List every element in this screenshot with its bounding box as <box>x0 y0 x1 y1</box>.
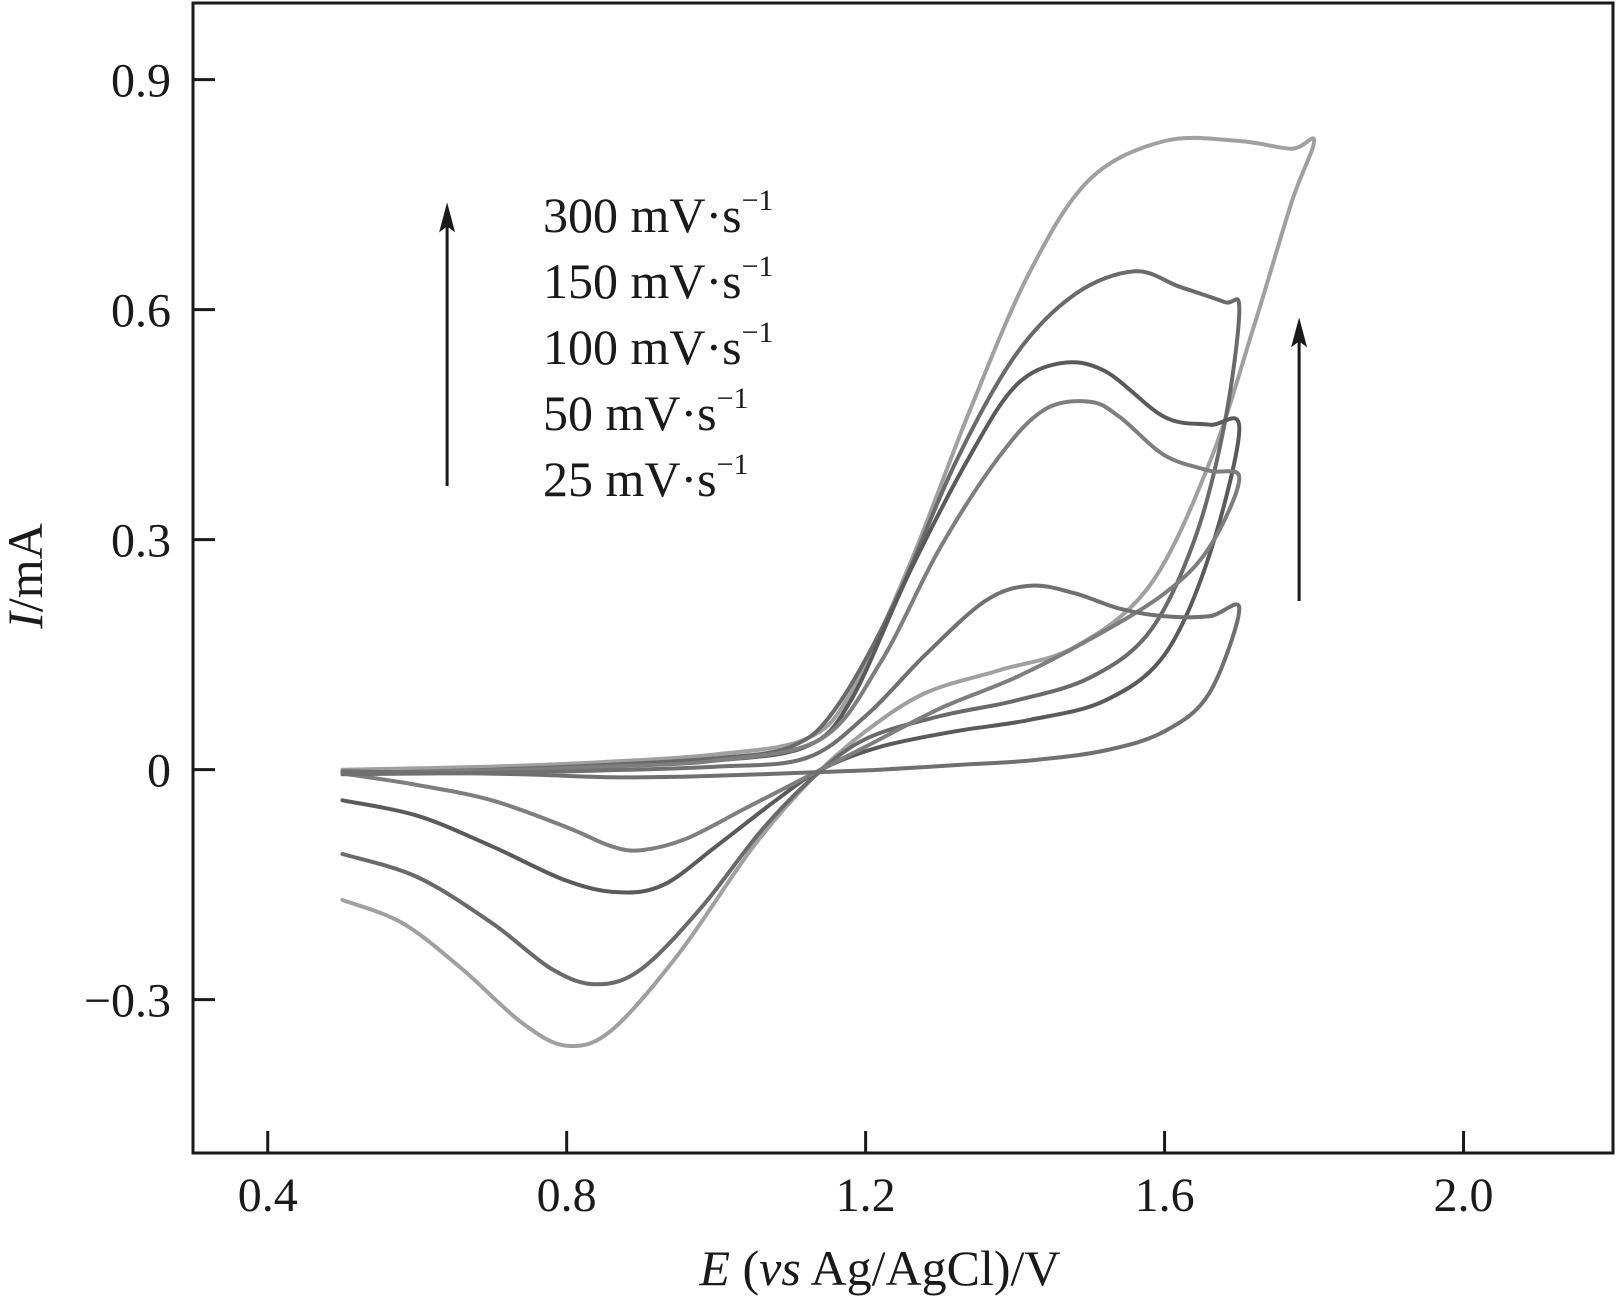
x-axis-title: E (vs Ag/AgCl)/V <box>698 1240 1060 1296</box>
axis-tick-labels: 0.4 0.8 1.2 1.6 2.0 −0.3 0 0.3 0.6 0.9 <box>84 55 1494 1222</box>
series-line-1 <box>340 269 1242 987</box>
legend-item-base-1: 150 mV·s <box>543 253 742 309</box>
y-tick-label-4: 0.9 <box>111 55 171 108</box>
x-tick-label-1: 0.8 <box>537 1169 597 1222</box>
cv-curves <box>340 135 1317 1049</box>
legend-item-sup-0: −1 <box>742 184 774 217</box>
legend-item-4: 25 mV·s−1 <box>543 448 749 507</box>
series-line-4 <box>340 583 1242 780</box>
series-line-0 <box>340 135 1317 1049</box>
axis-ticks <box>193 78 1466 1153</box>
x-axis-title-open: ( <box>730 1240 759 1296</box>
y-tick-label-0: −0.3 <box>84 975 171 1028</box>
legend-item-3: 50 mV·s−1 <box>543 382 749 441</box>
legend-item-base-3: 50 mV·s <box>543 385 717 441</box>
y-axis-title-rest: /mA <box>0 523 53 612</box>
x-axis-title-e: E <box>698 1240 730 1296</box>
x-tick-label-2: 1.2 <box>836 1169 896 1222</box>
y-tick-label-2: 0.3 <box>111 515 171 568</box>
legend-item-2: 100 mV·s−1 <box>543 316 774 375</box>
legend-item-base-4: 25 mV·s <box>543 451 717 507</box>
y-axis-title-i: I <box>0 610 53 630</box>
legend-item-sup-4: −1 <box>717 448 749 481</box>
x-axis-title-rest: Ag/AgCl)/V <box>801 1240 1061 1296</box>
annotation-arrow-head-0 <box>439 202 456 233</box>
y-tick-label-1: 0 <box>147 745 171 798</box>
legend-item-base-0: 300 mV·s <box>543 187 742 243</box>
plot-frame <box>191 1 1615 1155</box>
x-tick-label-3: 1.6 <box>1135 1169 1195 1222</box>
annotation-arrow-1 <box>1291 317 1308 601</box>
legend-item-sup-2: −1 <box>742 316 774 349</box>
x-tick-label-4: 2.0 <box>1434 1169 1494 1222</box>
legend-item-base-2: 100 mV·s <box>543 319 742 375</box>
x-axis-title-vs: vs <box>759 1240 801 1296</box>
series-line-3 <box>340 399 1242 853</box>
annotation-arrows <box>439 202 1308 601</box>
legend-item-sup-3: −1 <box>717 382 749 415</box>
y-tick-label-3: 0.6 <box>111 285 171 338</box>
x-tick-label-0: 0.4 <box>238 1169 298 1222</box>
legend-item-sup-1: −1 <box>742 250 774 283</box>
legend-item-1: 150 mV·s−1 <box>543 250 774 309</box>
annotation-arrow-0 <box>439 202 456 486</box>
legend-item-0: 300 mV·s−1 <box>543 184 774 243</box>
annotation-arrow-head-1 <box>1291 317 1308 348</box>
y-axis-title: I/mA <box>0 523 53 630</box>
